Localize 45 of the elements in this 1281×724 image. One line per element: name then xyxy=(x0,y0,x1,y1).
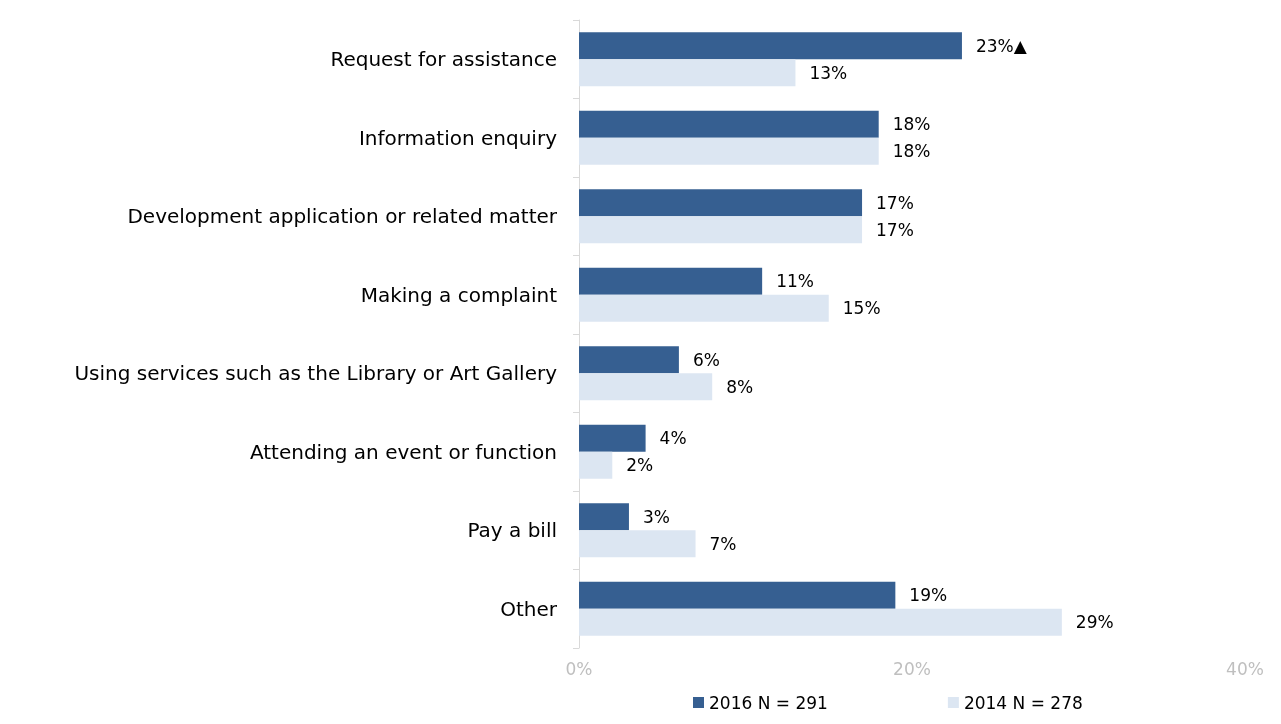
x-tick-label: 20% xyxy=(893,658,931,679)
bar xyxy=(579,216,863,244)
bar xyxy=(579,373,713,401)
bar xyxy=(579,581,896,609)
legend-label: 2016 N = 291 xyxy=(709,692,828,713)
data-label: 23%▲ xyxy=(975,35,1028,56)
bar xyxy=(579,137,879,165)
bar xyxy=(579,110,879,138)
y-tick-label: Information enquiry xyxy=(358,125,558,150)
bar xyxy=(579,294,829,322)
bar xyxy=(579,451,613,479)
data-label: 4% xyxy=(659,428,687,449)
x-tick-label: 0% xyxy=(565,658,593,679)
data-label: 15% xyxy=(842,298,881,319)
data-label: 11% xyxy=(776,271,814,292)
data-label: 7% xyxy=(709,533,737,554)
data-label: 17% xyxy=(876,192,914,213)
legend-label: 2014 N = 278 xyxy=(963,692,1083,713)
data-label: 2% xyxy=(626,455,654,476)
data-label: 29% xyxy=(1075,612,1114,633)
y-tick-label: Other xyxy=(500,596,558,621)
bar xyxy=(579,32,962,60)
data-label: 18% xyxy=(892,141,931,162)
bar xyxy=(579,59,796,87)
data-label: 6% xyxy=(692,349,720,370)
bar xyxy=(579,503,629,531)
data-label: 19% xyxy=(909,585,948,606)
data-label: 17% xyxy=(876,219,914,240)
y-tick-label: Using services such as the Library or Art Gallery xyxy=(74,361,558,386)
data-label: 3% xyxy=(642,506,670,527)
data-label: 18% xyxy=(892,114,931,135)
data-label: 8% xyxy=(726,376,754,397)
bar xyxy=(579,424,646,452)
y-tick-label: Making a complaint xyxy=(360,282,558,307)
bar xyxy=(579,346,679,374)
y-tick-label: Request for assistance xyxy=(330,47,557,72)
bar xyxy=(579,267,763,295)
y-tick-label: Attending an event or function xyxy=(249,439,557,464)
bar xyxy=(579,189,863,217)
bar xyxy=(579,530,696,558)
y-tick-label: Development application or related matter xyxy=(127,204,558,229)
data-label: 13% xyxy=(809,62,848,83)
bar xyxy=(579,608,1062,636)
y-tick-label: Pay a bill xyxy=(467,518,557,543)
x-tick-label: 40% xyxy=(1226,658,1264,679)
